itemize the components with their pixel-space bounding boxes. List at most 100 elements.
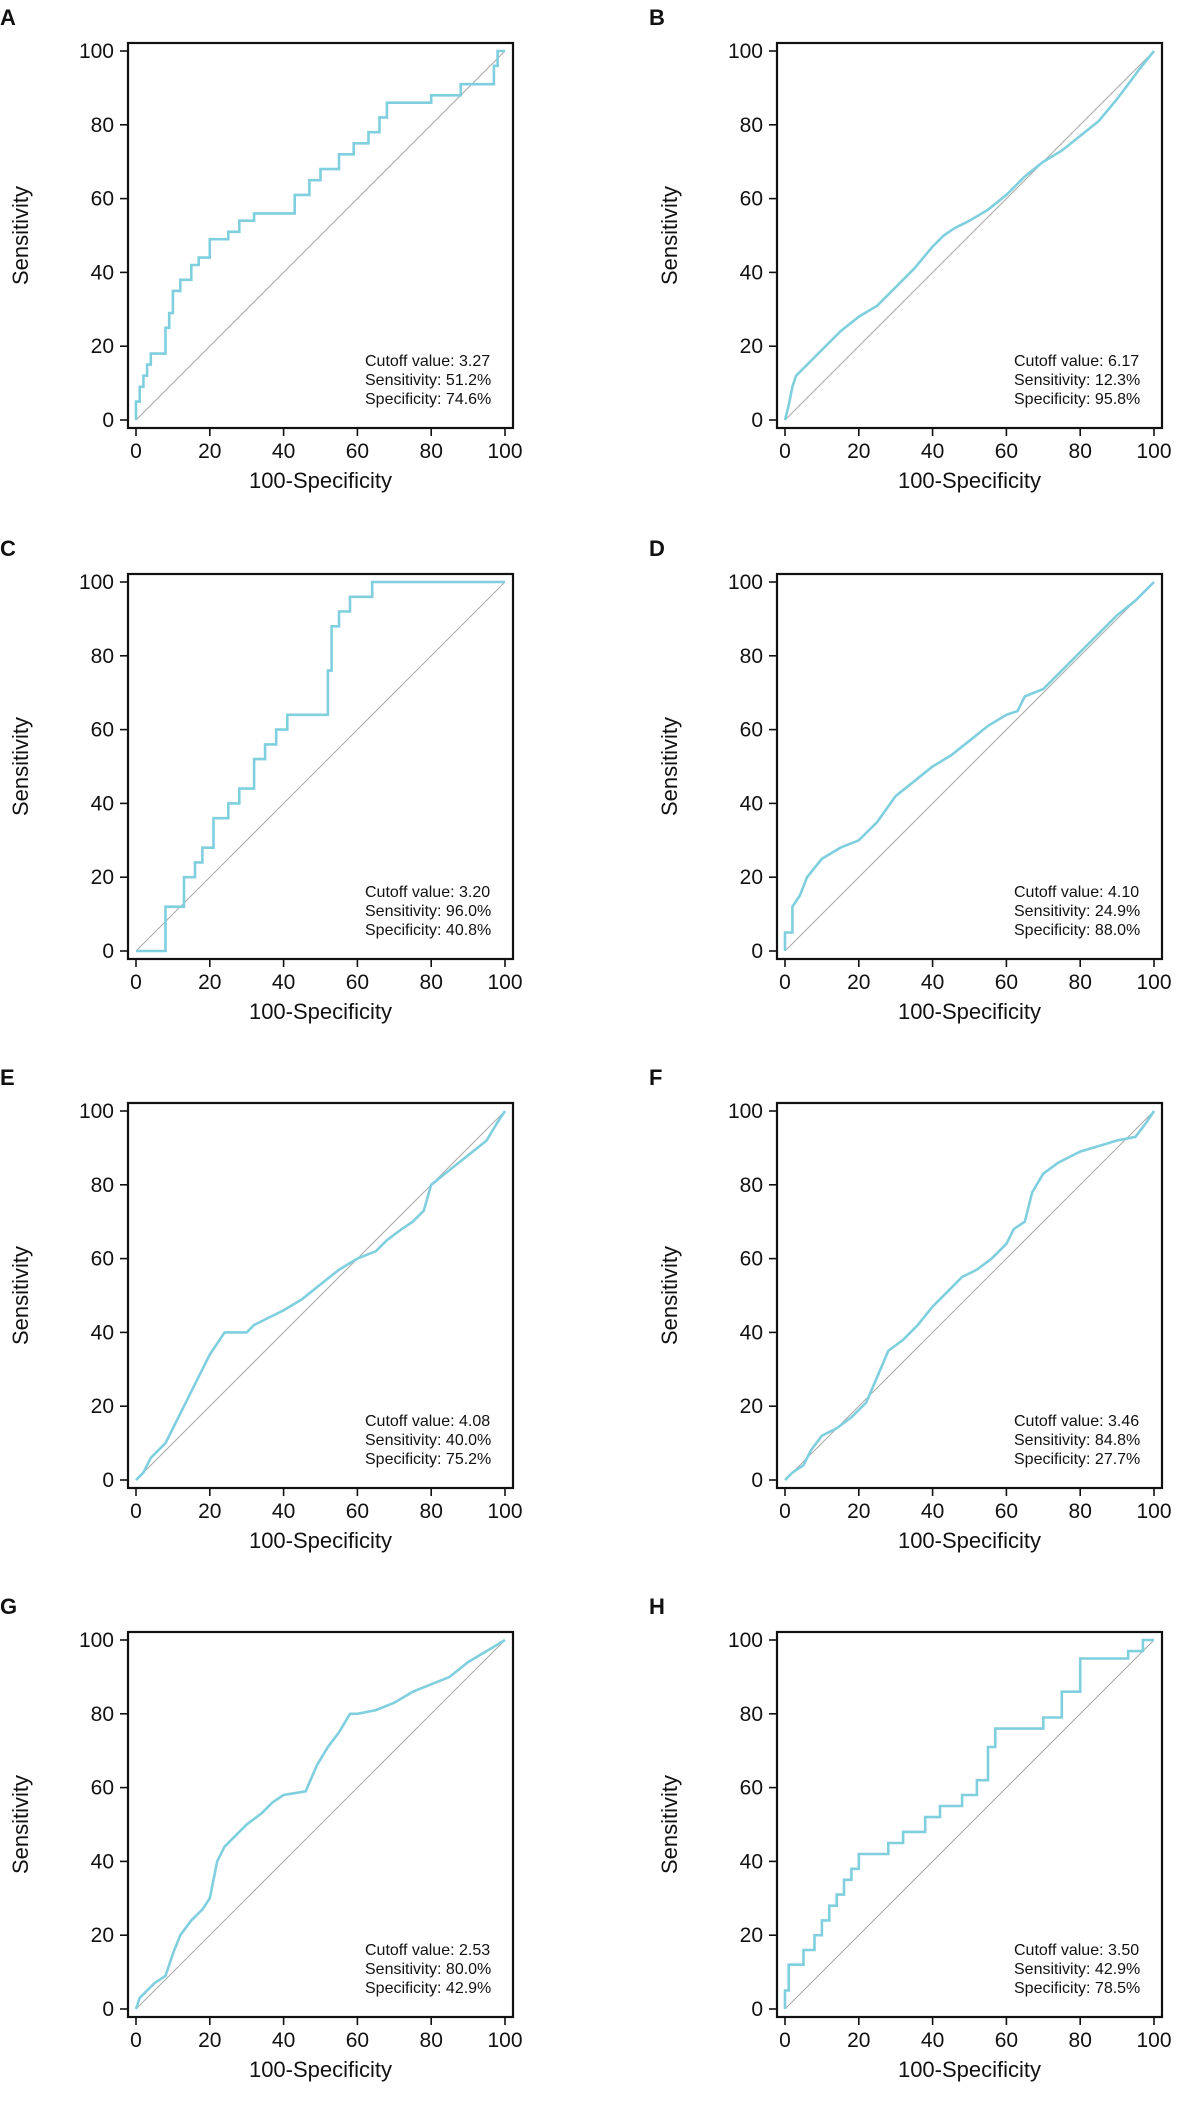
panel-a-annotation: Cutoff value: 3.27 (365, 353, 490, 370)
panel-d-x-tick-label: 20 (847, 971, 870, 994)
panel-f-y-tick-label: 60 (740, 1248, 763, 1271)
panel-c-y-tick-label: 40 (91, 792, 114, 815)
panel-d: D 0 20 40 60 80 100 0 20 40 60 80 100 100-Specificity… (649, 536, 1172, 1024)
panel-e: E 0 20 40 60 80 100 0 20 40 60 80 100 100-Specificity… (0, 1065, 523, 1553)
panel-e-plot-frame (126, 1101, 515, 1490)
panel-d-y-axis-title: Sensitivity (657, 717, 682, 816)
panel-h-y-tick-label: 80 (740, 1703, 763, 1726)
panel-d-reference-line (784, 581, 1155, 952)
panel-a-annotation: Specificity: 74.6% (365, 391, 491, 408)
panel-g-y-tick-label: 20 (91, 1924, 114, 1947)
panel-d-y-tick-label: 40 (740, 792, 763, 815)
panel-f-annotation: Sensitivity: 84.8% (1014, 1432, 1140, 1449)
panel-a-letter: A (0, 5, 16, 30)
panel-b-x-tick-label: 60 (995, 440, 1018, 463)
panel-f-y-axis-title: Sensitivity (657, 1246, 682, 1345)
panel-e-y-tick-label: 0 (102, 1469, 114, 1492)
panel-a-y-axis-title: Sensitivity (8, 186, 33, 285)
panel-a-x-tick-label: 80 (420, 440, 443, 463)
panel-a-x-tick-label: 20 (198, 440, 221, 463)
panel-b-letter: B (649, 5, 665, 30)
panel-a-annotation: Sensitivity: 51.2% (365, 372, 491, 389)
panel-b: B 0 20 40 60 80 100 0 20 40 60 80 100 100-Specificity… (649, 5, 1172, 493)
panel-d-letter: D (649, 536, 665, 561)
panel-c-x-tick-label: 60 (346, 971, 369, 994)
panel-e-x-tick-label: 40 (272, 1500, 295, 1523)
panel-b-x-tick-label: 100 (1136, 440, 1171, 463)
panel-b-y-tick-label: 0 (751, 409, 763, 432)
panel-e-y-tick-label: 40 (91, 1321, 114, 1344)
panel-g-annotation: Sensitivity: 80.0% (365, 1961, 491, 1978)
panel-e-y-tick-label: 60 (91, 1248, 114, 1271)
panel-a-reference-line (135, 50, 506, 421)
panel-f-y-tick-label: 40 (740, 1321, 763, 1344)
panel-b-y-tick-label: 20 (740, 335, 763, 358)
panel-h-annotation: Cutoff value: 3.50 (1014, 1942, 1139, 1959)
panel-f-reference-line (784, 1110, 1155, 1481)
panel-f-x-axis-title: 100-Specificity (898, 1528, 1041, 1553)
panel-h-y-tick-label: 60 (740, 1777, 763, 1800)
panel-h-annotation: Specificity: 78.5% (1014, 1980, 1140, 1997)
panel-b-annotation: Cutoff value: 6.17 (1014, 353, 1139, 370)
panel-c-letter: C (0, 536, 16, 561)
panel-h-y-tick-label: 40 (740, 1850, 763, 1873)
panel-g-reference-line (135, 1639, 506, 2010)
panel-g-y-tick-label: 100 (79, 1629, 114, 1652)
panel-e-roc-curve (135, 1110, 507, 1481)
panel-d-x-tick-label: 0 (779, 971, 791, 994)
panel-f-y-tick-label: 80 (740, 1174, 763, 1197)
panel-e-y-tick-label: 80 (91, 1174, 114, 1197)
panel-d-annotation: Cutoff value: 4.10 (1014, 884, 1139, 901)
panel-a-y-tick-label: 40 (91, 261, 114, 284)
panel-h-x-tick-label: 80 (1069, 2029, 1092, 2052)
panel-g-annotation: Cutoff value: 2.53 (365, 1942, 490, 1959)
panel-d-x-tick-label: 80 (1069, 971, 1092, 994)
panel-e-annotation: Specificity: 75.2% (365, 1451, 491, 1468)
panel-g-plot-frame (126, 1630, 515, 2019)
panel-f-x-tick-label: 100 (1136, 1500, 1171, 1523)
panel-g-x-axis-title: 100-Specificity (249, 2057, 392, 2082)
panel-f-x-tick-label: 40 (921, 1500, 944, 1523)
panel-c-reference-line (135, 581, 506, 952)
panel-a-y-tick-label: 20 (91, 335, 114, 358)
panel-e-annotation: Cutoff value: 4.08 (365, 1413, 490, 1430)
panel-d-plot-frame (775, 572, 1164, 961)
panel-h-x-tick-label: 40 (921, 2029, 944, 2052)
panel-e-reference-line (135, 1110, 506, 1481)
panel-a: A 0 20 40 60 80 100 0 20 40 60 80 100 100-Specificity… (0, 5, 523, 493)
panel-h-annotation: Sensitivity: 42.9% (1014, 1961, 1140, 1978)
panel-b-roc-curve (783, 50, 1156, 421)
panel-b-y-axis-title: Sensitivity (657, 186, 682, 285)
panel-g-letter: G (0, 1594, 17, 1619)
panel-c-plot-frame (126, 572, 515, 961)
panel-d-x-tick-label: 100 (1136, 971, 1171, 994)
panel-c-annotation: Sensitivity: 96.0% (365, 903, 491, 920)
panel-b-plot-frame (775, 41, 1164, 430)
panel-c-x-tick-label: 0 (130, 971, 142, 994)
panel-e-y-axis-title: Sensitivity (8, 1246, 33, 1345)
panel-d-annotation: Specificity: 88.0% (1014, 922, 1140, 939)
panel-d-roc-curve (783, 581, 1155, 951)
panel-b-x-axis-title: 100-Specificity (898, 468, 1041, 493)
panel-d-x-tick-label: 40 (921, 971, 944, 994)
panel-g-y-tick-label: 40 (91, 1850, 114, 1873)
panel-e-x-tick-label: 80 (420, 1500, 443, 1523)
panel-d-y-tick-label: 20 (740, 866, 763, 889)
panel-b-y-tick-label: 60 (740, 188, 763, 211)
panel-c-y-tick-label: 100 (79, 571, 114, 594)
panel-g-x-tick-label: 20 (198, 2029, 221, 2052)
panel-e-x-tick-label: 60 (346, 1500, 369, 1523)
panel-a-y-tick-label: 80 (91, 114, 114, 137)
panel-h-x-tick-label: 0 (779, 2029, 791, 2052)
panel-h-y-tick-label: 0 (751, 1998, 763, 2021)
panel-f-y-tick-label: 0 (751, 1469, 763, 1492)
panel-d-y-tick-label: 0 (751, 940, 763, 963)
panel-f-x-tick-label: 60 (995, 1500, 1018, 1523)
panel-c-roc-curve (136, 580, 505, 953)
panel-b-annotation: Sensitivity: 12.3% (1014, 372, 1140, 389)
panel-c-y-tick-label: 80 (91, 645, 114, 668)
panel-g-y-tick-label: 60 (91, 1777, 114, 1800)
panel-f-letter: F (649, 1065, 662, 1090)
panel-f-annotation: Specificity: 27.7% (1014, 1451, 1140, 1468)
panel-e-x-tick-label: 100 (487, 1500, 522, 1523)
